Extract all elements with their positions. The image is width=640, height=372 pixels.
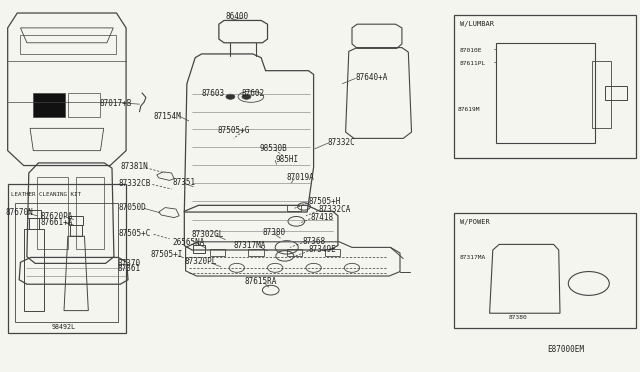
Bar <box>20 35 116 54</box>
Text: 87050D: 87050D <box>118 203 146 212</box>
Text: 87332CB: 87332CB <box>118 179 151 188</box>
Bar <box>76 177 104 249</box>
Text: 87505+H: 87505+H <box>308 198 341 206</box>
Text: 98492L: 98492L <box>52 324 76 330</box>
Text: 98530B: 98530B <box>259 144 287 153</box>
Text: 87602: 87602 <box>242 89 265 98</box>
Text: 87302GL: 87302GL <box>192 230 225 239</box>
Bar <box>68 93 100 117</box>
Text: E87000EM: E87000EM <box>547 345 584 354</box>
Text: 87380: 87380 <box>262 228 285 237</box>
Bar <box>496 43 595 143</box>
Text: W/POWER: W/POWER <box>460 219 489 225</box>
Circle shape <box>242 94 251 99</box>
Text: 87603: 87603 <box>202 89 225 98</box>
Circle shape <box>226 94 235 99</box>
Bar <box>325 249 340 256</box>
Bar <box>287 205 301 211</box>
Bar <box>605 86 627 100</box>
Text: 87380: 87380 <box>509 315 528 320</box>
Bar <box>193 245 205 253</box>
Text: 87349E: 87349E <box>308 246 336 254</box>
Text: 87505+I: 87505+I <box>150 250 183 259</box>
Text: 87611PL: 87611PL <box>460 61 486 66</box>
Text: 87619M: 87619M <box>458 107 480 112</box>
Text: 87010E: 87010E <box>460 48 482 53</box>
Text: 87351: 87351 <box>173 178 196 187</box>
Text: 86400: 86400 <box>226 12 249 21</box>
Text: 87368: 87368 <box>302 237 325 246</box>
Bar <box>210 249 225 256</box>
Text: 87615RA: 87615RA <box>244 277 277 286</box>
Text: 87332C: 87332C <box>328 138 355 147</box>
Text: LEATHER CLEANING KIT: LEATHER CLEANING KIT <box>11 192 81 197</box>
Text: 87640+A: 87640+A <box>355 73 388 82</box>
Text: 87361: 87361 <box>117 264 140 273</box>
Text: 87505+G: 87505+G <box>218 126 250 135</box>
Bar <box>454 213 636 328</box>
Text: 87370: 87370 <box>117 259 140 268</box>
Text: 87670N: 87670N <box>5 208 33 217</box>
Text: 87017+B: 87017+B <box>99 99 132 108</box>
Text: 87620PA: 87620PA <box>40 212 73 221</box>
Text: 87019A: 87019A <box>286 173 314 182</box>
Text: 985HI: 985HI <box>275 155 298 164</box>
Bar <box>287 249 302 256</box>
Text: W/LUMBAR: W/LUMBAR <box>460 21 493 27</box>
Bar <box>248 249 264 256</box>
Text: 87320PL: 87320PL <box>184 257 217 266</box>
Text: 87418: 87418 <box>310 213 333 222</box>
Text: 26565NA: 26565NA <box>173 238 205 247</box>
Bar <box>8 184 126 333</box>
Text: 87154M: 87154M <box>154 112 181 121</box>
Text: 87381N: 87381N <box>120 162 148 171</box>
Bar <box>15 203 118 322</box>
Text: 87317MA: 87317MA <box>460 255 486 260</box>
Bar <box>454 15 636 158</box>
Bar <box>37 177 68 249</box>
Text: 87505+C: 87505+C <box>118 229 151 238</box>
Text: 87332CA: 87332CA <box>318 205 351 214</box>
Text: 87317MA: 87317MA <box>234 241 266 250</box>
Text: 87661+A: 87661+A <box>40 218 73 227</box>
Bar <box>33 93 65 117</box>
